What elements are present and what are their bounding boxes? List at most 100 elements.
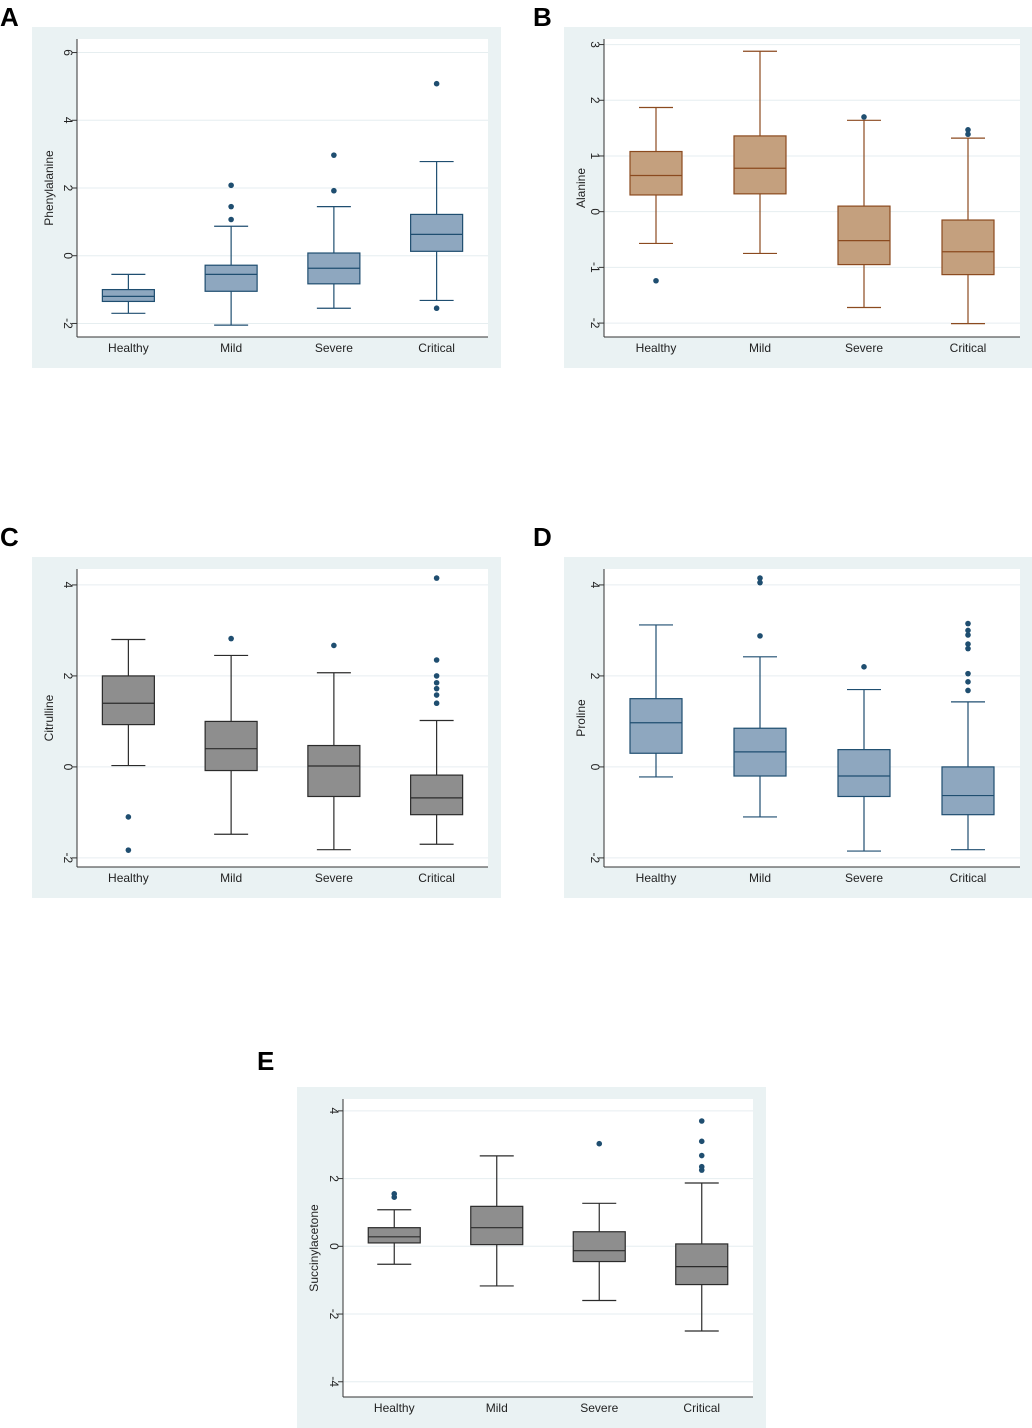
x-tick-label: Severe xyxy=(845,871,883,885)
panel-label-c: C xyxy=(0,522,19,552)
outlier-point xyxy=(433,685,440,692)
outlier-point xyxy=(433,700,440,707)
outlier-point xyxy=(433,657,440,663)
box-iqr xyxy=(410,213,464,252)
outlier-point xyxy=(228,182,234,189)
box-iqr xyxy=(733,135,787,195)
y-axis-title: Proline xyxy=(574,699,588,737)
y-tick-label: 2 xyxy=(61,185,75,192)
chart-panel-e: -4 -2 0 2 4 Succinylacetone Healthy Mild Severe C… xyxy=(297,1087,766,1428)
box-iqr xyxy=(837,749,891,798)
panel-label-e: E xyxy=(257,1046,275,1076)
x-tick-label: Severe xyxy=(315,871,353,885)
x-tick-label: Mild xyxy=(486,1401,508,1415)
box-group xyxy=(733,575,787,818)
box-group xyxy=(837,664,891,852)
y-tick-label: 4 xyxy=(61,582,75,589)
outlier-point xyxy=(757,579,763,586)
box-iqr xyxy=(204,264,258,292)
outlier-point xyxy=(331,642,337,649)
x-tick-label: Critical xyxy=(683,1401,720,1415)
y-tick-label: 6 xyxy=(61,49,75,56)
box-group xyxy=(307,642,361,851)
box-iqr xyxy=(837,205,891,266)
x-tick-label: Severe xyxy=(845,341,883,355)
box-iqr xyxy=(675,1243,729,1286)
y-tick-label: 0 xyxy=(327,1243,341,1250)
box-iqr xyxy=(941,766,995,816)
y-tick-label: -2 xyxy=(61,853,75,864)
x-tick-label: Severe xyxy=(315,341,353,355)
box-group xyxy=(941,620,995,851)
outlier-point xyxy=(965,645,971,652)
y-tick-label: -2 xyxy=(327,1309,341,1320)
box-iqr xyxy=(629,698,683,754)
box-group xyxy=(101,273,155,314)
x-tick-label: Mild xyxy=(749,871,771,885)
y-tick-label: -2 xyxy=(588,318,602,329)
box-group xyxy=(733,50,787,255)
chart-panel-a: -2 0 2 4 6 Phenylalanine Healthy Mild Severe Crit… xyxy=(32,27,501,368)
box-group xyxy=(629,624,683,778)
chart-panel-d: -2 0 2 4 Proline Healthy Mild Severe Critical xyxy=(564,557,1032,898)
y-tick-label: 2 xyxy=(588,673,602,680)
x-tick-label: Mild xyxy=(220,871,242,885)
box-group xyxy=(204,635,258,835)
outlier-point xyxy=(698,1152,705,1159)
y-axis-title: Citrulline xyxy=(42,694,56,741)
outlier-point xyxy=(965,126,971,133)
box-group xyxy=(410,80,464,312)
x-tick-label: Mild xyxy=(220,341,242,355)
box-group xyxy=(470,1155,524,1287)
outlier-point xyxy=(965,670,971,677)
panel-label-b: B xyxy=(533,2,552,32)
box-group xyxy=(572,1140,626,1302)
outlier-point xyxy=(433,80,440,87)
x-tick-label: Mild xyxy=(749,341,771,355)
box-group xyxy=(675,1118,729,1332)
outlier-point xyxy=(391,1191,398,1197)
outlier-point xyxy=(861,664,867,670)
outlier-point xyxy=(125,847,132,853)
box-iqr xyxy=(101,675,155,726)
outlier-point xyxy=(965,620,971,627)
x-tick-label: Critical xyxy=(950,341,987,355)
outlier-point xyxy=(698,1163,705,1170)
y-tick-label: 0 xyxy=(61,764,75,771)
outlier-point xyxy=(433,305,440,312)
y-tick-label: -2 xyxy=(61,318,75,329)
box-iqr xyxy=(941,219,995,276)
outlier-point xyxy=(331,187,337,194)
x-tick-label: Severe xyxy=(580,1401,618,1415)
y-tick-label: 1 xyxy=(588,153,602,160)
y-axis-title: Phenylalanine xyxy=(42,150,56,226)
chart-panel-c: -2 0 2 4 Citrulline Healthy Mild Severe Critical xyxy=(32,557,501,898)
box-iqr xyxy=(470,1205,524,1246)
x-tick-label: Critical xyxy=(418,341,455,355)
x-tick-label: Healthy xyxy=(636,871,677,885)
panel-label-d: D xyxy=(533,522,552,552)
panel-label-a: A xyxy=(0,2,19,32)
box-group xyxy=(941,126,995,325)
box-group xyxy=(367,1191,421,1265)
y-tick-label: 0 xyxy=(588,208,602,215)
outlier-point xyxy=(861,114,867,120)
x-tick-label: Healthy xyxy=(374,1401,415,1415)
y-tick-label: -2 xyxy=(588,853,602,864)
boxplot-phenylalanine: -2 0 2 4 6 Phenylalanine Healthy Mild Severe Crit… xyxy=(42,39,488,355)
y-tick-label: 0 xyxy=(588,764,602,771)
outlier-point xyxy=(433,692,440,698)
box-group xyxy=(101,638,155,853)
x-tick-label: Critical xyxy=(418,871,455,885)
y-tick-label: 4 xyxy=(61,117,75,124)
x-tick-label: Healthy xyxy=(108,341,149,355)
y-tick-label: 2 xyxy=(327,1175,341,1182)
outlier-point xyxy=(228,216,234,223)
y-axis-title: Succinylacetone xyxy=(307,1204,321,1292)
box-group xyxy=(204,182,258,326)
outlier-point xyxy=(228,203,234,210)
y-tick-label: 3 xyxy=(588,41,602,48)
y-tick-label: -1 xyxy=(588,262,602,273)
outlier-point xyxy=(965,641,971,647)
outlier-point xyxy=(965,687,971,694)
